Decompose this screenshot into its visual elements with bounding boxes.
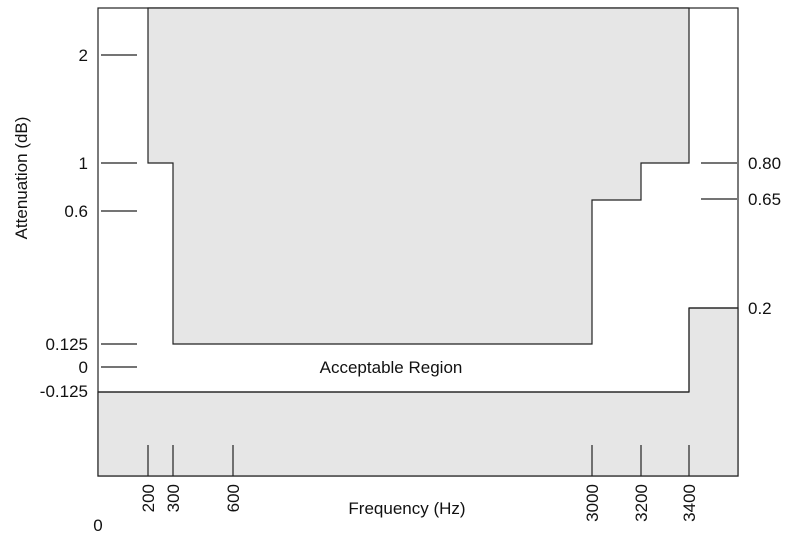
right-tick-label-0-2: 0.2	[748, 299, 772, 318]
x-tick-label-3000: 3000	[583, 484, 602, 522]
y-axis-title: Attenuation (dB)	[12, 117, 31, 240]
y-tick-label-neg-0-125: -0.125	[40, 382, 88, 401]
x-axis-title: Frequency (Hz)	[348, 499, 465, 518]
right-tick-label-0-65: 0.65	[748, 190, 781, 209]
acceptable-region-label: Acceptable Region	[320, 358, 463, 377]
y-tick-label-0-125: 0.125	[45, 335, 88, 354]
x-tick-label-200: 200	[139, 484, 158, 512]
x-tick-label-3400: 3400	[680, 484, 699, 522]
y-tick-label-0-6: 0.6	[64, 202, 88, 221]
right-tick-label-0-80: 0.80	[748, 154, 781, 173]
y-tick-label-2: 2	[79, 46, 88, 65]
x-tick-label-0: 0	[93, 516, 102, 535]
x-tick-label-600: 600	[224, 484, 243, 512]
x-tick-label-300: 300	[164, 484, 183, 512]
upper-mask-region	[147, 7, 690, 345]
y-tick-label-1: 1	[79, 154, 88, 173]
x-tick-label-3200: 3200	[632, 484, 651, 522]
y-tick-label-0: 0	[79, 358, 88, 377]
